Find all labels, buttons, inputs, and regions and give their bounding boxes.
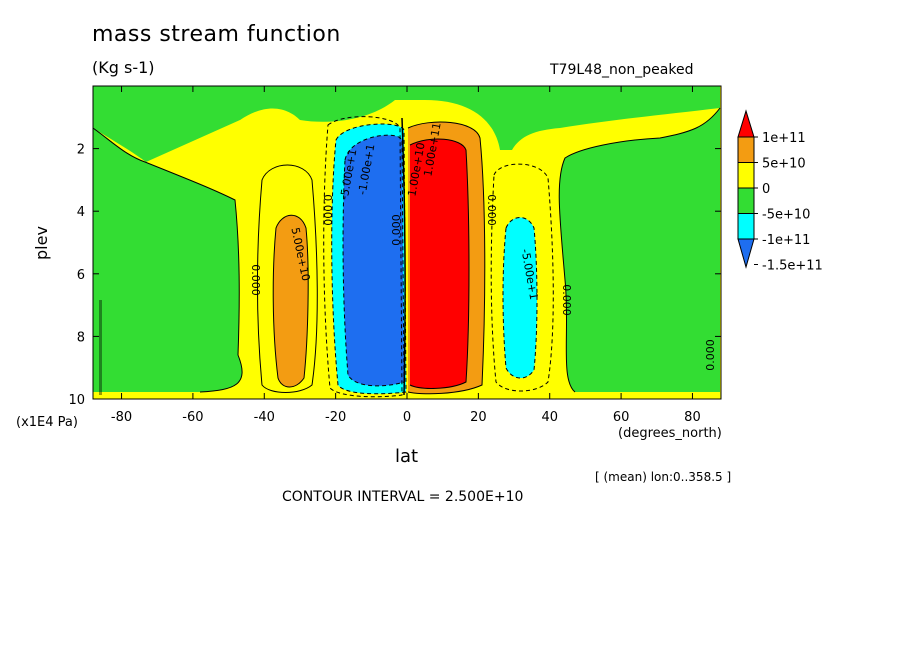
fill-red-north [410,138,469,389]
y-axis-ticks: 2 4 6 8 10 [68,143,721,408]
y-tick-label: 10 [68,393,85,408]
contour-south-ferrel-outer [257,164,318,393]
contour-label: 0.000 [390,214,403,246]
x-axis-units: (degrees_north) [618,426,722,441]
legend-label: 5e+10 [762,157,806,172]
fill-blue-south [343,135,404,386]
chart-units: (Kg s-1) [92,58,155,77]
x-tick-label: 40 [541,410,558,425]
legend-swatch [737,136,755,163]
x-tick-label: 20 [470,410,487,425]
contour-lines [93,107,721,396]
legend-swatch [737,213,755,240]
x-tick-label: -80 [111,410,132,425]
legend-swatch [737,187,755,214]
y-axis-units: (x1E4 Pa) [16,415,78,430]
fill-green-left [93,128,243,392]
contour-zero-left [93,127,243,393]
contour-north-hadley-outer [407,121,486,395]
x-axis-label: lat [395,446,419,467]
color-legend: 1e+11 5e+10 0 -5e+10 -1e+11 -1.5e+11 [737,109,823,274]
x-tick-label: 80 [684,410,701,425]
chart-title: mass stream function [92,22,341,47]
contour-zero-equator [401,117,406,396]
legend-label: -1e+11 [762,233,810,248]
contour-label: 0.000 [560,284,573,316]
x-tick-label: 60 [613,410,630,425]
contour-north-hadley-inner [409,138,470,389]
contour-south-hadley-inner [342,134,405,387]
x-tick-label: -20 [325,410,346,425]
contour-north-ferrel-inner [502,217,538,379]
contour-lines-negative [323,116,554,398]
legend-label: -1.5e+11 [762,259,823,274]
legend-label: 1e+11 [762,131,806,146]
contour-north-ferrel-outer [490,163,554,392]
fill-green-top [240,86,720,150]
edge-feature-right [708,300,712,370]
x-axis-ticks: -80 -60 -40 -20 0 20 40 60 80 [111,86,701,425]
legend-swatch [737,109,755,138]
x-tick-label: 0 [403,410,411,425]
y-tick-label: 8 [77,330,85,345]
y-tick-label: 4 [77,205,85,220]
legend-swatch [737,238,755,269]
fill-orange-south-ferrel [273,215,309,387]
x-tick-label: -40 [254,410,275,425]
contour-interval-label: CONTOUR INTERVAL = 2.500E+10 [282,489,524,505]
legend-label: 0 [762,182,770,197]
y-tick-label: 6 [77,268,85,283]
fill-cyan-north-ferrel [503,217,537,379]
mean-note: [ (mean) lon:0..358.5 ] [595,470,732,484]
contour-south-hadley-outer [323,116,403,398]
contour-label: 0.000 [485,194,498,226]
y-tick-label: 2 [77,143,85,158]
y-axis-label: plev [32,226,51,260]
experiment-label: T79L48_non_peaked [550,62,694,78]
contour-label: 0.000 [249,264,262,296]
contour-south-ferrel-inner [272,214,309,388]
fill-green-right [559,108,720,392]
legend-swatch [737,162,755,189]
legend-label: -5e+10 [762,208,810,223]
contour-south-hadley-mid [331,123,407,395]
x-tick-label: -60 [182,410,203,425]
contour-fills [93,86,721,399]
contour-label: 0.000 [704,339,717,371]
contour-label: 0.000 [321,194,334,226]
contour-zero-right [558,107,721,393]
edge-feature-left [99,300,102,395]
